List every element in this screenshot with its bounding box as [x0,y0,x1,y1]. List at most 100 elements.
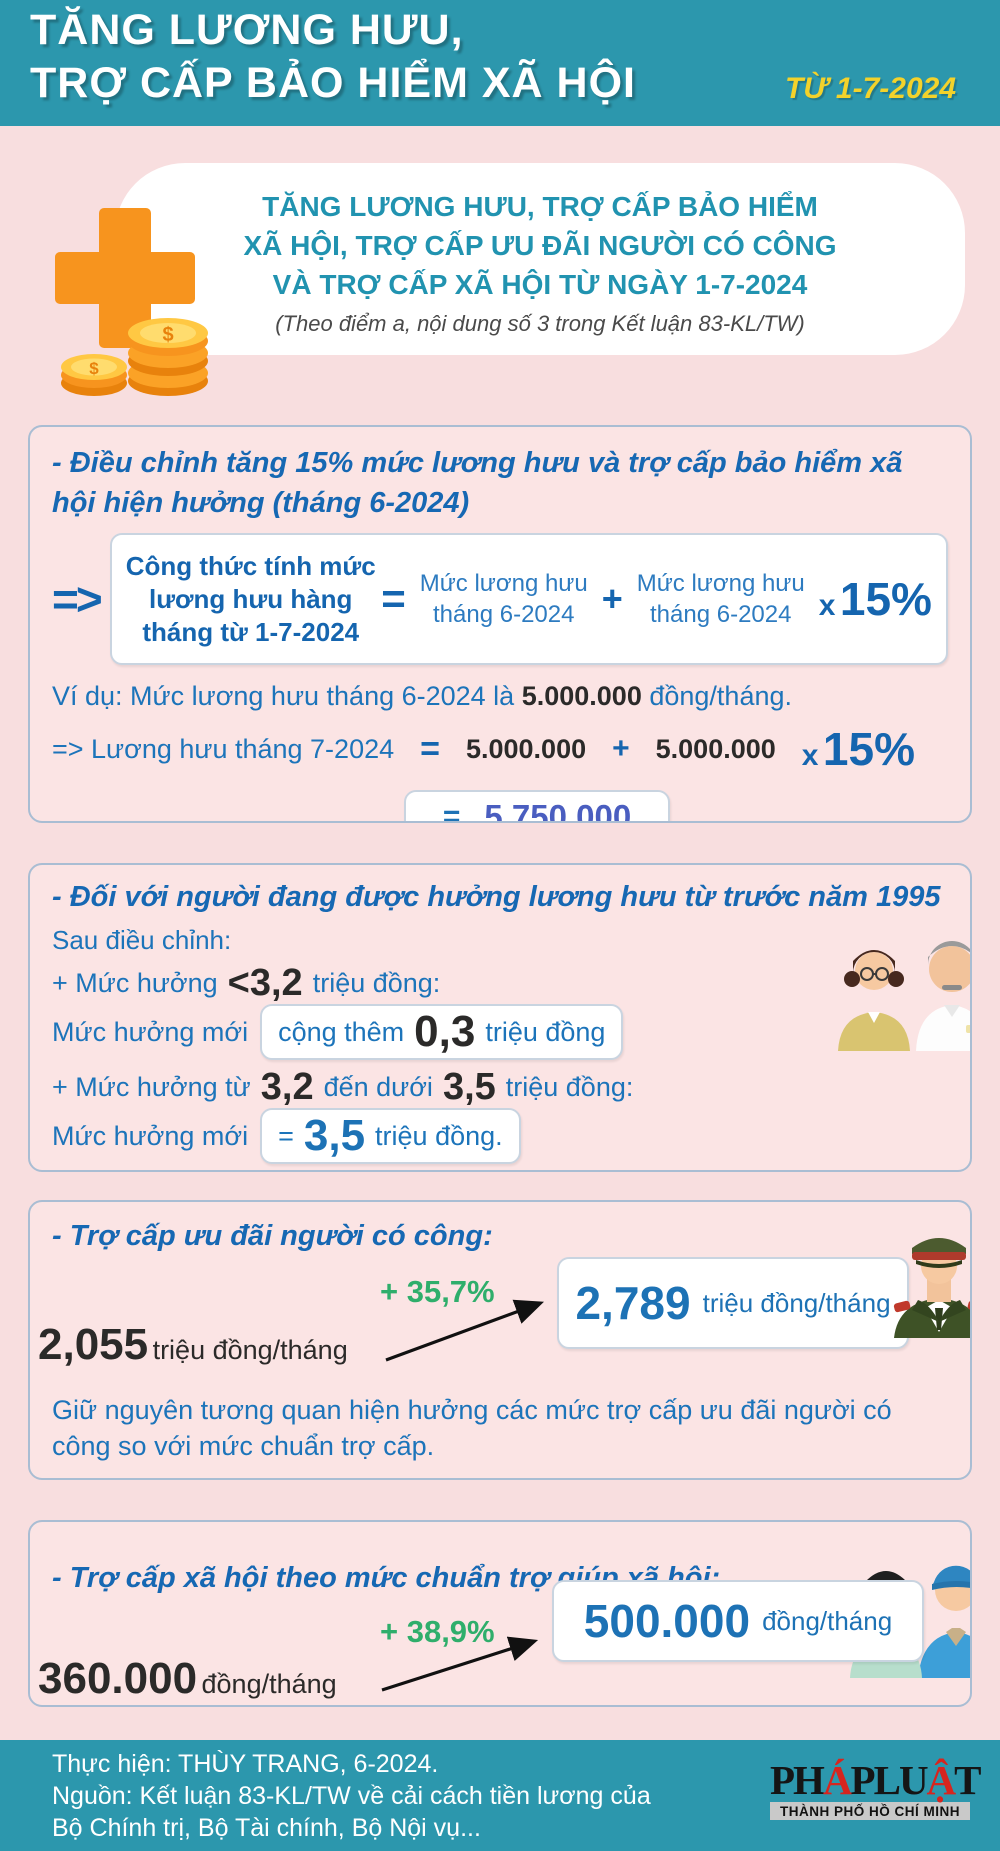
case2-result-line: Mức hưởng mới = 3,5 triệu đồng. [52,1108,948,1164]
new-amount-box: 2,789 triệu đồng/tháng [557,1257,909,1349]
example-line: Ví dụ: Mức lương hưu tháng 6-2024 là 5.0… [52,681,948,712]
increase-percent: + 35,7% [380,1274,495,1309]
example-suffix: đồng/tháng. [649,681,792,711]
section-social-allowance: - Trợ cấp xã hội theo mức chuẩn trợ giúp… [28,1520,972,1707]
logo-title: PHÁPLUẬT [770,1757,982,1803]
case2-threshold2: 3,5 [442,1066,496,1108]
case2-box-suffix: triệu đồng. [375,1120,503,1151]
result-equals: = [442,800,461,823]
credit-author: Thực hiện: THÙY TRANG, 6-2024. [52,1750,439,1778]
section-pre-1995: - Đối với người đang được hưởng lương hư… [28,863,972,1172]
case2-line: + Mức hưởng từ 3,2 đến dưới 3,5 triệu đồ… [52,1066,948,1108]
result-value: 5.750.000 [484,798,632,823]
intro-card: TĂNG LƯƠNG HƯU, TRỢ CẤP BẢO HIỂM XÃ HỘI,… [115,163,965,355]
increase-arrow [385,1299,545,1362]
case2-box-prefix: = [278,1120,294,1151]
masthead-title-line2: TRỢ CẤP BẢO HIỂM XÃ HỘI [30,59,636,107]
calc-multiplier-x: x [801,739,819,772]
increase-arrow [381,1636,539,1692]
date-badge: TỪ 1-7-2024 [785,72,957,105]
plus-coins-icon: $ $ [55,208,208,396]
multiplier-x: x [818,589,836,622]
formula-term1: Mức lương hưu tháng 6-2024 [419,570,588,628]
calc-multiplier: x 15% [802,722,915,776]
after-adjustment-label: Sau điều chỉnh: [52,925,232,955]
masthead-title-line1: TĂNG LƯƠNG HƯU, [30,6,464,54]
intro-title-line2: XÃ HỘI, TRỢ CẤP ƯU ĐÃI NGƯỜI CÓ CÔNG [243,230,837,261]
svg-text:$: $ [89,359,99,378]
case2-threshold1: 3,2 [260,1066,314,1108]
case2-mid: đến dưới [323,1071,433,1102]
footer: Thực hiện: THÙY TRANG, 6-2024. Nguồn: Kế… [0,1740,1000,1851]
logo-accent: Á [822,1757,853,1803]
calc-label: => Lương hưu tháng 7-2024 [52,733,395,764]
case2-box-value: 3,5 [303,1111,366,1160]
formula-row: => Công thức tính mức lương hưu hàng thá… [52,533,948,665]
credit-source-line1: Nguồn: Kết luận 83-KL/TW về cải cách tiề… [52,1782,651,1810]
multiplier: x 15% [819,572,932,626]
logo-part: T [954,1757,981,1803]
masthead: TĂNG LƯƠNG HƯU, TRỢ CẤP BẢO HIỂM XÃ HỘI … [0,0,1000,126]
old-amount-unit: đồng/tháng [201,1669,337,1699]
case1-suffix: triệu đồng: [312,967,441,998]
multiplier-pct: 15% [839,573,932,625]
new-amount-unit: triệu đồng/tháng [702,1287,891,1318]
old-amount-unit: triệu đồng/tháng [152,1335,348,1365]
equals-sign: = [381,575,406,622]
masthead-title: TĂNG LƯƠNG HƯU, TRỢ CẤP BẢO HIỂM XÃ HỘI [30,4,636,110]
formula-term2: Mức lương hưu tháng 6-2024 [636,570,805,628]
calc-plus: + [612,732,630,765]
credits: Thực hiện: THÙY TRANG, 6-2024. Nguồn: Kế… [52,1748,651,1844]
logo-subtitle: THÀNH PHỐ HỒ CHÍ MINH [770,1802,970,1820]
example-value: 5.000.000 [521,681,642,711]
case1-box-value: 0,3 [414,1007,476,1056]
case1-line: + Mức hưởng <3,2 triệu đồng: [52,962,948,1004]
old-amount-value: 2,055 [38,1320,149,1369]
section2-heading: - Đối với người đang được hưởng lương hư… [52,881,941,913]
section3-heading: - Trợ cấp ưu đãi người có công: [52,1220,493,1252]
arrow-symbol: => [52,573,103,625]
intro-title: TĂNG LƯƠNG HƯU, TRỢ CẤP BẢO HIỂM XÃ HỘI,… [115,163,965,304]
phapluat-logo: PHÁPLUẬT THÀNH PHỐ HỒ CHÍ MINH [770,1757,982,1820]
increase-percent: + 38,9% [380,1614,495,1649]
intro-subtitle: (Theo điểm a, nội dung số 3 trong Kết lu… [275,311,805,336]
old-amount-value: 360.000 [38,1654,198,1703]
calc-value1: 5.000.000 [465,733,587,764]
formula-box: Công thức tính mức lương hưu hàng tháng … [109,533,948,665]
case1-prefix: + Mức hưởng [52,967,218,998]
case1-label: Mức hưởng mới [52,1016,249,1047]
logo-part: PH [770,1757,825,1803]
calc-multiplier-pct: 15% [822,723,915,775]
section3-note: Giữ nguyên tương quan hiện hưởng các mức… [52,1395,892,1461]
calc-value2: 5.000.000 [655,733,776,764]
case2-prefix: + Mức hưởng từ [52,1071,251,1102]
new-amount-value: 2,789 [575,1277,691,1329]
svg-text:$: $ [162,324,173,346]
case2-label: Mức hưởng mới [52,1120,249,1151]
case1-box-prefix: cộng thêm [278,1016,405,1047]
new-amount-box: 500.000 đồng/tháng [552,1580,924,1662]
section1-heading: - Điều chỉnh tăng 15% mức lương hưu và t… [52,447,903,519]
intro-title-line3: VÀ TRỢ CẤP XÃ HỘI TỪ NGÀY 1-7-2024 [272,269,808,300]
section-pension-adjustment: - Điều chỉnh tăng 15% mức lương hưu và t… [28,425,972,823]
plus-sign: + [601,578,623,619]
case1-result-line: Mức hưởng mới cộng thêm 0,3 triệu đồng [52,1004,948,1060]
case1-threshold: <3,2 [227,962,303,1004]
case1-result-box: cộng thêm 0,3 triệu đồng [260,1004,624,1060]
new-amount-value: 500.000 [583,1595,751,1647]
intro-title-line1: TĂNG LƯƠNG HƯU, TRỢ CẤP BẢO HIỂM [262,191,818,222]
new-amount-unit: đồng/tháng [762,1605,893,1636]
elderly-couple-icon [838,941,970,1051]
calc-line: => Lương hưu tháng 7-2024 = 5.000.000 + … [52,722,948,776]
example-prefix: Ví dụ: Mức lương hưu tháng 6-2024 là [52,681,515,711]
logo-accent: Ậ [926,1757,957,1803]
result-box: = 5.750.000 [404,790,670,823]
old-amount-line: 2,055 triệu đồng/tháng [38,1320,348,1370]
case1-box-suffix: triệu đồng [485,1016,606,1047]
calc-equals: = [420,729,440,768]
section-meritorious-service: - Trợ cấp ưu đãi người có công: + 35,7% … [28,1200,972,1480]
credit-source-line2: Bộ Chính trị, Bộ Tài chính, Bộ Nội vụ... [52,1814,481,1842]
case2-result-box: = 3,5 triệu đồng. [260,1108,521,1164]
logo-part: PLU [850,1757,929,1803]
